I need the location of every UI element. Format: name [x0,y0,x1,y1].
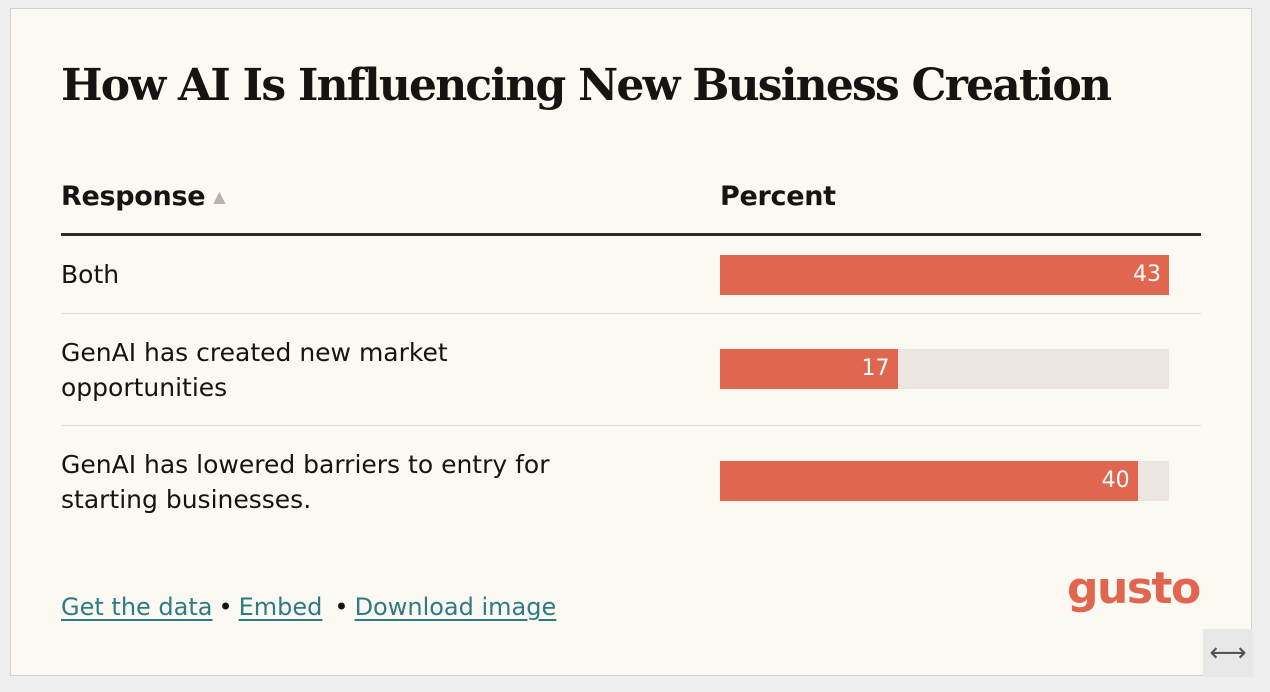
bar-new-market-opportunities: 17 [720,349,898,389]
download-image-link[interactable]: Download image [354,593,557,621]
header-divider [61,233,1201,236]
resize-handle-icon[interactable]: ⟷ [1203,629,1253,677]
column-header-percent[interactable]: Percent [720,181,836,212]
chart-title: How AI Is Influencing New Business Creat… [61,60,1112,111]
separator-dot: • [218,593,233,621]
gusto-logo: gusto [1067,563,1201,614]
row-divider [61,313,1201,314]
sort-ascending-icon[interactable]: ▲ [213,187,226,206]
row-label-new-market-opportunities: GenAI has created new market opportuniti… [61,338,448,402]
column-header-response-label: Response [61,181,206,212]
separator-dot: • [334,593,349,621]
bar-lowered-barriers: 40 [720,461,1138,501]
embed-link[interactable]: Embed [238,593,323,621]
bar-both: 43 [720,255,1169,295]
footer-links: Get the data • Embed • Download image [61,593,556,621]
bar-track-lowered-barriers: 40 [720,461,1169,501]
bar-track-both: 43 [720,255,1169,295]
bar-track-new-market-opportunities: 17 [720,349,1169,389]
row-label-both: Both [61,260,120,289]
bar-value-lowered-barriers: 40 [1101,468,1130,493]
column-header-response[interactable]: Response ▲ [61,181,226,212]
row-divider [61,425,1201,426]
row-label-lowered-barriers: GenAI has lowered barriers to entry for … [61,450,550,514]
bar-value-new-market-opportunities: 17 [861,356,890,381]
chart-card: How AI Is Influencing New Business Creat… [10,8,1253,677]
get-data-link[interactable]: Get the data [61,593,213,621]
bar-value-both: 43 [1133,262,1161,287]
